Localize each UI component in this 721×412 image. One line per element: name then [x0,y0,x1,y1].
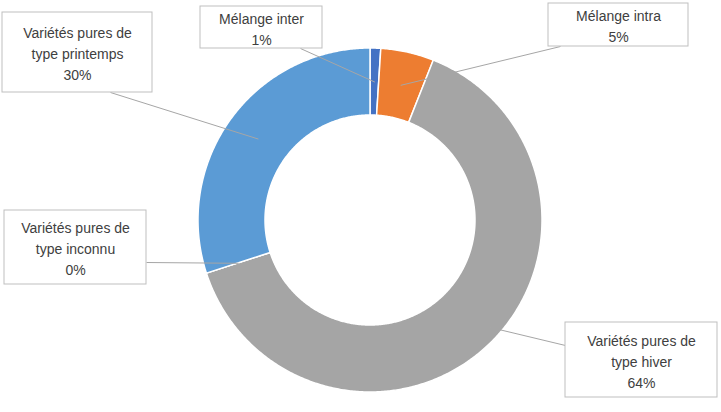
svg-text:Variétés pures detype hiver64%: Variétés pures detype hiver64% [587,333,696,391]
svg-text:Variétés pures detype printemp: Variétés pures detype printemps30% [23,25,132,83]
svg-text:Mélange intra5%: Mélange intra5% [576,8,661,45]
svg-text:Mélange inter1%: Mélange inter1% [219,11,304,48]
svg-text:Variétés pures detype inconnu0: Variétés pures detype inconnu0% [21,220,130,278]
